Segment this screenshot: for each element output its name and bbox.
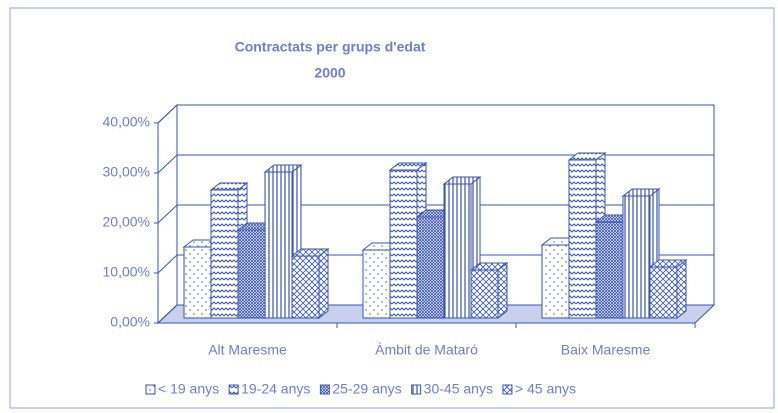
x-tick-label: Baix Maresme	[561, 342, 651, 358]
legend-swatch	[319, 384, 330, 395]
y-tick-label: 10,00%	[103, 264, 150, 280]
grid-line	[157, 254, 714, 274]
chart-subtitle: 2000	[314, 65, 345, 81]
bar-side	[318, 247, 329, 320]
x-tick-label: Àmbit de Mataró	[375, 342, 478, 358]
legend-label: > 45 anys	[515, 381, 576, 397]
bar	[470, 269, 499, 319]
bar	[649, 266, 678, 319]
grid-line	[157, 304, 714, 324]
bar	[210, 189, 239, 319]
legend-label: 30-45 anys	[424, 381, 493, 397]
chart-title: Contractats per grups d'edat	[235, 39, 426, 55]
legend-label: < 19 anys	[158, 381, 219, 397]
bar	[264, 171, 293, 319]
legend-swatch	[411, 384, 422, 395]
legend-swatch	[145, 384, 156, 395]
bar-side	[676, 258, 687, 320]
bar	[541, 244, 570, 319]
y-tick-label: 0,00%	[110, 314, 150, 330]
y-tick-label: 20,00%	[103, 214, 150, 230]
legend-swatch	[502, 384, 513, 395]
bar	[595, 221, 624, 319]
bar	[622, 195, 651, 319]
legend-label: 19-24 anys	[241, 381, 310, 397]
grid-line	[157, 104, 714, 124]
bar	[291, 255, 320, 319]
bar	[389, 169, 418, 319]
y-tick-label: 30,00%	[103, 164, 150, 180]
legend-label: 25-29 anys	[332, 381, 401, 397]
y-tick-label: 40,00%	[103, 114, 150, 130]
bar	[416, 216, 445, 319]
bar	[183, 246, 212, 319]
bar	[362, 249, 391, 319]
bar	[443, 183, 472, 319]
bar	[568, 159, 597, 319]
x-tick-label: Alt Maresme	[208, 342, 287, 358]
grid-line	[157, 154, 714, 174]
legend-swatch	[228, 384, 239, 395]
bar	[237, 229, 266, 319]
grid-line	[157, 204, 714, 224]
bar-side	[497, 261, 508, 320]
